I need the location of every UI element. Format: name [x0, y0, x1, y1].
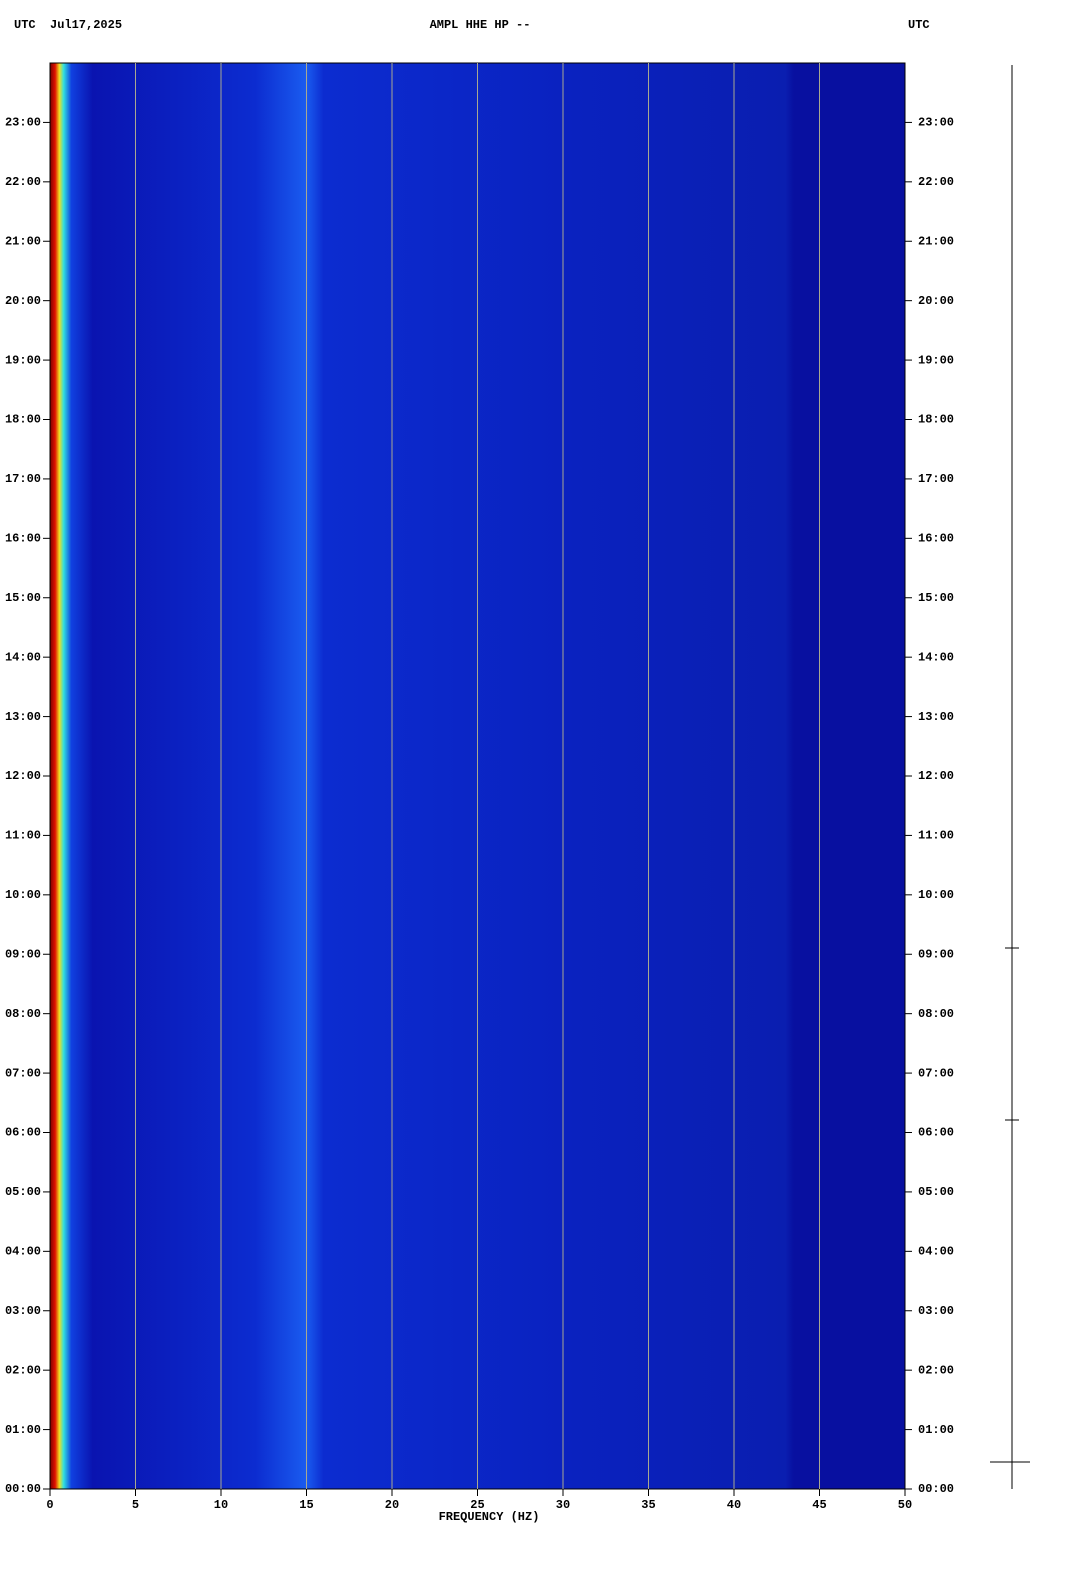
y-tick-label: 01:00 [918, 1423, 954, 1437]
y-tick-label: 15:00 [918, 591, 954, 605]
y-tick-label: 13:00 [5, 710, 41, 724]
y-tick-label: 12:00 [5, 769, 41, 783]
y-tick-label: 08:00 [918, 1007, 954, 1021]
y-tick-label: 16:00 [5, 532, 41, 546]
x-tick-label: 0 [46, 1498, 53, 1512]
y-tick-label: 03:00 [918, 1304, 954, 1318]
y-tick-label: 12:00 [918, 769, 954, 783]
x-tick-label: 40 [727, 1498, 741, 1512]
y-tick-label: 18:00 [918, 413, 954, 427]
y-tick-label: 16:00 [918, 532, 954, 546]
y-tick-label: 23:00 [5, 116, 41, 130]
y-tick-label: 11:00 [5, 829, 41, 843]
y-tick-label: 11:00 [918, 829, 954, 843]
chart-title: AMPL HHE HP -- [430, 18, 531, 32]
y-tick-label: 00:00 [5, 1482, 41, 1496]
x-tick-label: 15 [299, 1498, 313, 1512]
y-tick-label: 21:00 [5, 234, 41, 248]
y-tick-label: 00:00 [918, 1482, 954, 1496]
y-tick-label: 10:00 [918, 888, 954, 902]
y-tick-label: 23:00 [918, 116, 954, 130]
y-tick-label: 02:00 [918, 1363, 954, 1377]
x-tick-label: 10 [214, 1498, 228, 1512]
x-tick-label: 35 [641, 1498, 655, 1512]
x-tick-label: 45 [812, 1498, 826, 1512]
y-tick-label: 20:00 [918, 294, 954, 308]
x-axis-label: FREQUENCY (HZ) [439, 1510, 540, 1524]
y-tick-label: 17:00 [918, 472, 954, 486]
x-tick-label: 5 [132, 1498, 139, 1512]
y-tick-label: 19:00 [5, 353, 41, 367]
y-tick-label: 14:00 [918, 650, 954, 664]
y-tick-label: 01:00 [5, 1423, 41, 1437]
y-tick-label: 09:00 [5, 947, 41, 961]
y-tick-label: 03:00 [5, 1304, 41, 1318]
y-tick-label: 20:00 [5, 294, 41, 308]
x-tick-label: 50 [898, 1498, 912, 1512]
y-tick-label: 09:00 [918, 947, 954, 961]
x-tick-label: 20 [385, 1498, 399, 1512]
y-tick-label: 13:00 [918, 710, 954, 724]
y-tick-label: 22:00 [918, 175, 954, 189]
y-tick-label: 22:00 [5, 175, 41, 189]
header-right: UTC [908, 18, 930, 32]
y-tick-label: 08:00 [5, 1007, 41, 1021]
y-tick-label: 18:00 [5, 413, 41, 427]
y-tick-label: 05:00 [918, 1185, 954, 1199]
y-tick-label: 02:00 [5, 1363, 41, 1377]
header-left: UTC Jul17,2025 [14, 18, 122, 32]
y-tick-label: 06:00 [918, 1126, 954, 1140]
y-tick-label: 21:00 [918, 234, 954, 248]
y-tick-label: 10:00 [5, 888, 41, 902]
y-tick-label: 19:00 [918, 353, 954, 367]
y-tick-label: 14:00 [5, 650, 41, 664]
x-tick-label: 30 [556, 1498, 570, 1512]
y-tick-label: 17:00 [5, 472, 41, 486]
y-tick-label: 04:00 [5, 1245, 41, 1259]
y-tick-label: 07:00 [5, 1066, 41, 1080]
y-tick-label: 05:00 [5, 1185, 41, 1199]
y-tick-label: 06:00 [5, 1126, 41, 1140]
y-tick-label: 07:00 [918, 1066, 954, 1080]
y-tick-label: 15:00 [5, 591, 41, 605]
x-tick-label: 25 [470, 1498, 484, 1512]
y-tick-label: 04:00 [918, 1245, 954, 1259]
